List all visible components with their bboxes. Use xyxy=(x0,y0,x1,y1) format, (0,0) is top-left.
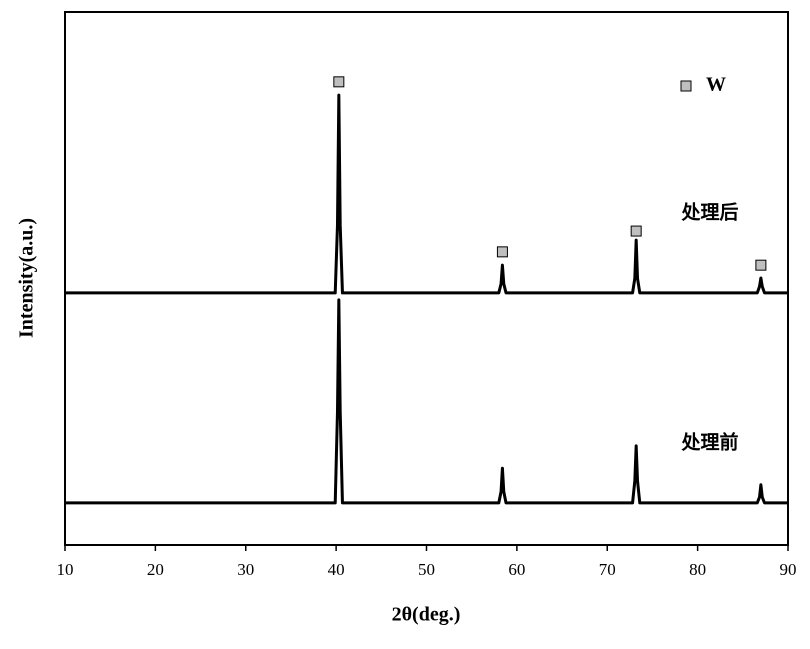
y-axis-label: Intensity(a.u.) xyxy=(16,218,38,338)
x-tick-label: 40 xyxy=(328,560,345,579)
series-line xyxy=(65,93,788,295)
peak-marker xyxy=(755,259,767,271)
series-label: 处理前 xyxy=(680,431,738,454)
x-tick-label: 50 xyxy=(418,560,435,579)
x-tick-label: 90 xyxy=(780,560,797,579)
x-tick-label: 80 xyxy=(689,560,706,579)
x-tick-label: 30 xyxy=(237,560,254,579)
x-tick-label: 70 xyxy=(599,560,616,579)
x-tick-label: 10 xyxy=(57,560,74,579)
peak-marker xyxy=(333,76,345,88)
series-label: 处理后 xyxy=(680,201,738,224)
legend-label: W xyxy=(706,74,726,96)
peak-marker xyxy=(630,225,642,237)
x-tick-label: 60 xyxy=(508,560,525,579)
series-line xyxy=(65,298,788,505)
legend-marker xyxy=(680,80,692,92)
x-tick-label: 20 xyxy=(147,560,164,579)
x-axis-label: 2θ(deg.) xyxy=(392,604,461,626)
peak-marker xyxy=(496,246,508,258)
plot-frame xyxy=(64,11,789,546)
